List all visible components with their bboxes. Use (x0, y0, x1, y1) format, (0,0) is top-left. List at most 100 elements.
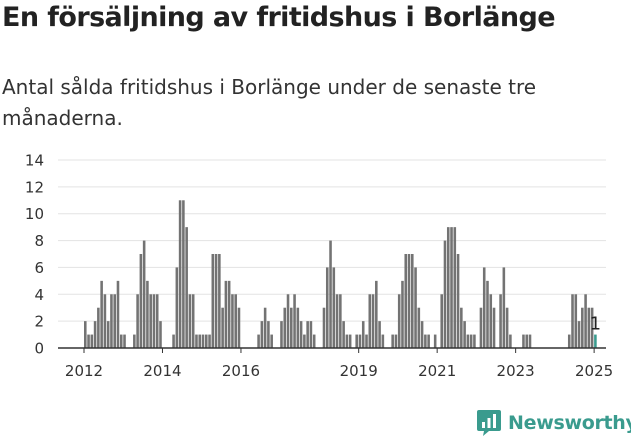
y-tick-label: 10 (25, 205, 44, 223)
bar (283, 307, 287, 348)
bar (443, 240, 447, 348)
x-tick-label: 2012 (65, 362, 103, 380)
bar (106, 321, 110, 348)
bar (172, 334, 175, 348)
bar (358, 334, 362, 348)
bar (335, 294, 339, 348)
x-tick-label: 2023 (497, 362, 535, 380)
bar (139, 254, 143, 348)
bar (411, 254, 414, 348)
brand-name: Newsworthy (508, 412, 631, 434)
bar (365, 334, 368, 348)
bar (446, 227, 450, 348)
bar (499, 294, 502, 348)
bar (227, 280, 231, 348)
bar (182, 200, 185, 348)
bar (113, 294, 116, 348)
bar (201, 334, 205, 348)
bar (312, 334, 316, 348)
y-tick-label: 0 (34, 340, 44, 358)
bar (110, 294, 113, 348)
bar (97, 307, 100, 348)
bar (355, 334, 358, 348)
bar (394, 334, 398, 348)
bar (368, 294, 372, 348)
bar (218, 254, 221, 348)
bar (322, 307, 326, 348)
bar (590, 307, 594, 348)
bar (453, 227, 457, 348)
bar (450, 227, 453, 348)
bar (424, 334, 427, 348)
bar (149, 294, 152, 348)
bar (479, 307, 483, 348)
bar (469, 334, 473, 348)
bar (231, 294, 234, 348)
bar (345, 334, 349, 348)
bar (571, 294, 574, 348)
bar (325, 267, 329, 348)
bar (361, 321, 365, 348)
bar (290, 307, 293, 348)
bar (221, 307, 224, 348)
bar (492, 307, 496, 348)
x-tick-label: 2021 (418, 362, 456, 380)
bar-latest (594, 334, 597, 348)
bar (482, 267, 486, 348)
y-axis-ticks: 0 2 4 6 8 10 12 14 (25, 152, 44, 358)
bar (260, 321, 264, 348)
bar (456, 254, 460, 348)
bar (332, 267, 336, 348)
bar (119, 334, 123, 348)
bar (116, 280, 120, 348)
y-tick-label: 12 (25, 178, 44, 196)
bar (204, 334, 208, 348)
x-tick-label: 2014 (143, 362, 181, 380)
bar (237, 307, 241, 348)
bar (567, 334, 571, 348)
bar (473, 334, 476, 348)
bar (489, 294, 493, 348)
bar (123, 334, 126, 348)
bar (103, 294, 107, 348)
bar (522, 334, 525, 348)
bar (348, 334, 352, 348)
bar (188, 294, 192, 348)
bar (414, 267, 417, 348)
bar (329, 240, 332, 348)
bar (146, 280, 149, 348)
bar (155, 294, 159, 348)
x-tick-label: 2016 (222, 362, 260, 380)
y-tick-label: 8 (34, 232, 44, 250)
bar (93, 321, 97, 348)
annotations: 1 (590, 314, 601, 335)
bar (90, 334, 94, 348)
bar (584, 294, 587, 348)
bar (466, 334, 470, 348)
bar (505, 307, 509, 348)
bar (420, 321, 424, 348)
bar (463, 321, 466, 348)
brand-logo: Newsworthy (476, 408, 631, 438)
bar (257, 334, 260, 348)
bar (299, 321, 303, 348)
bar (306, 321, 309, 348)
y-tick-label: 4 (34, 286, 44, 304)
bar (375, 280, 378, 348)
chart-title: En försäljning av fritidshus i Borlänge (2, 2, 556, 33)
bar (587, 307, 591, 348)
bar (152, 294, 156, 348)
bar (397, 294, 401, 348)
bar (296, 307, 300, 348)
bar-chart: 0 2 4 6 8 10 12 14 2012 2014 2016 2019 2021 2023 2025… (25, 152, 613, 381)
bar (286, 294, 290, 348)
bar (175, 267, 179, 348)
latest-value-label: 1 (590, 314, 601, 335)
bar (280, 321, 283, 348)
bar (577, 321, 581, 348)
bar (87, 334, 90, 348)
bar (84, 321, 87, 348)
bar (214, 254, 218, 348)
bar (198, 334, 202, 348)
bar (574, 294, 578, 348)
